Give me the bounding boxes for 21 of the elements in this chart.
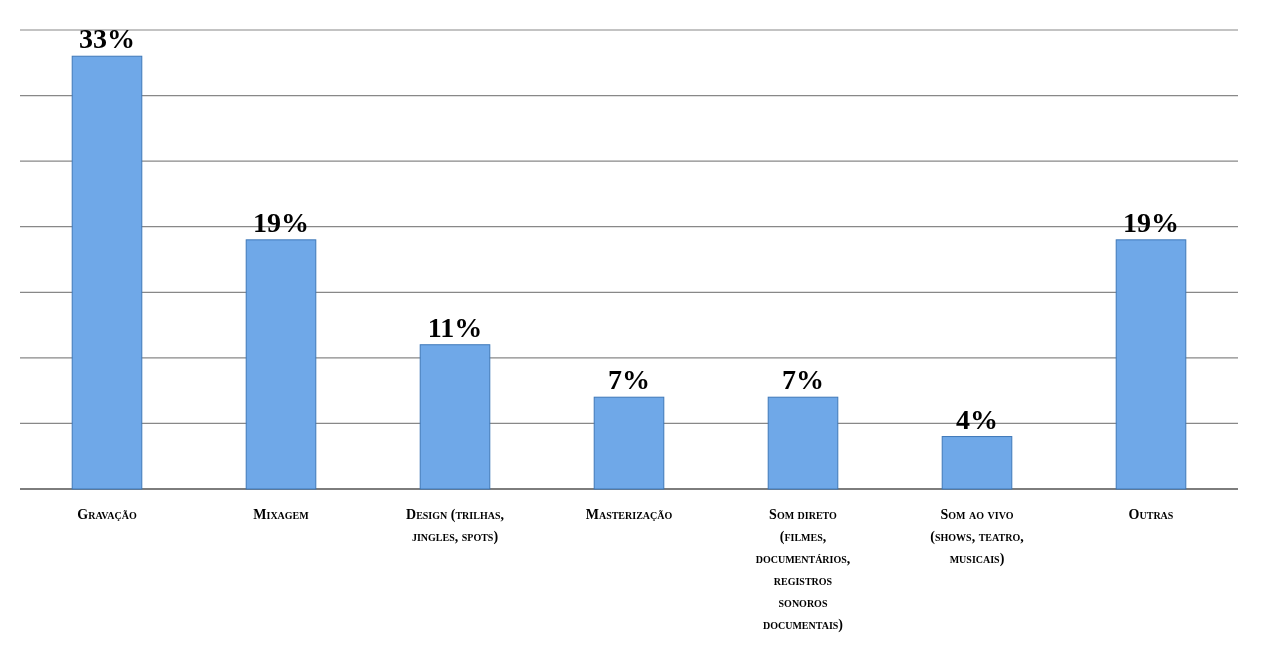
data-label: 7%: [608, 364, 650, 396]
bar: [245, 239, 317, 490]
bar: [1115, 239, 1187, 490]
bar: [767, 396, 839, 490]
x-tick-label: Som direto (filmes, documentários, registros sonoros documentais): [755, 507, 851, 633]
x-tick-label: Mixagem: [253, 507, 310, 522]
bar: [941, 436, 1013, 490]
bar: [593, 396, 665, 490]
data-label: 7%: [782, 364, 824, 396]
x-tick-label: Outras: [1128, 507, 1174, 522]
data-label: 4%: [956, 403, 998, 435]
bar: [71, 55, 143, 490]
data-label: 19%: [1123, 206, 1179, 238]
bar: [419, 344, 491, 490]
x-tick-label: Som ao vivo (shows, teatro, musicais): [930, 507, 1024, 567]
data-label: 33%: [79, 23, 135, 55]
data-label: 11%: [427, 311, 483, 343]
x-tick-label: Gravação: [77, 507, 137, 522]
data-label: 19%: [253, 206, 309, 238]
x-tick-label: Design (trilhas, jingles, spots): [406, 507, 504, 545]
x-tick-label: Masterização: [585, 507, 673, 522]
